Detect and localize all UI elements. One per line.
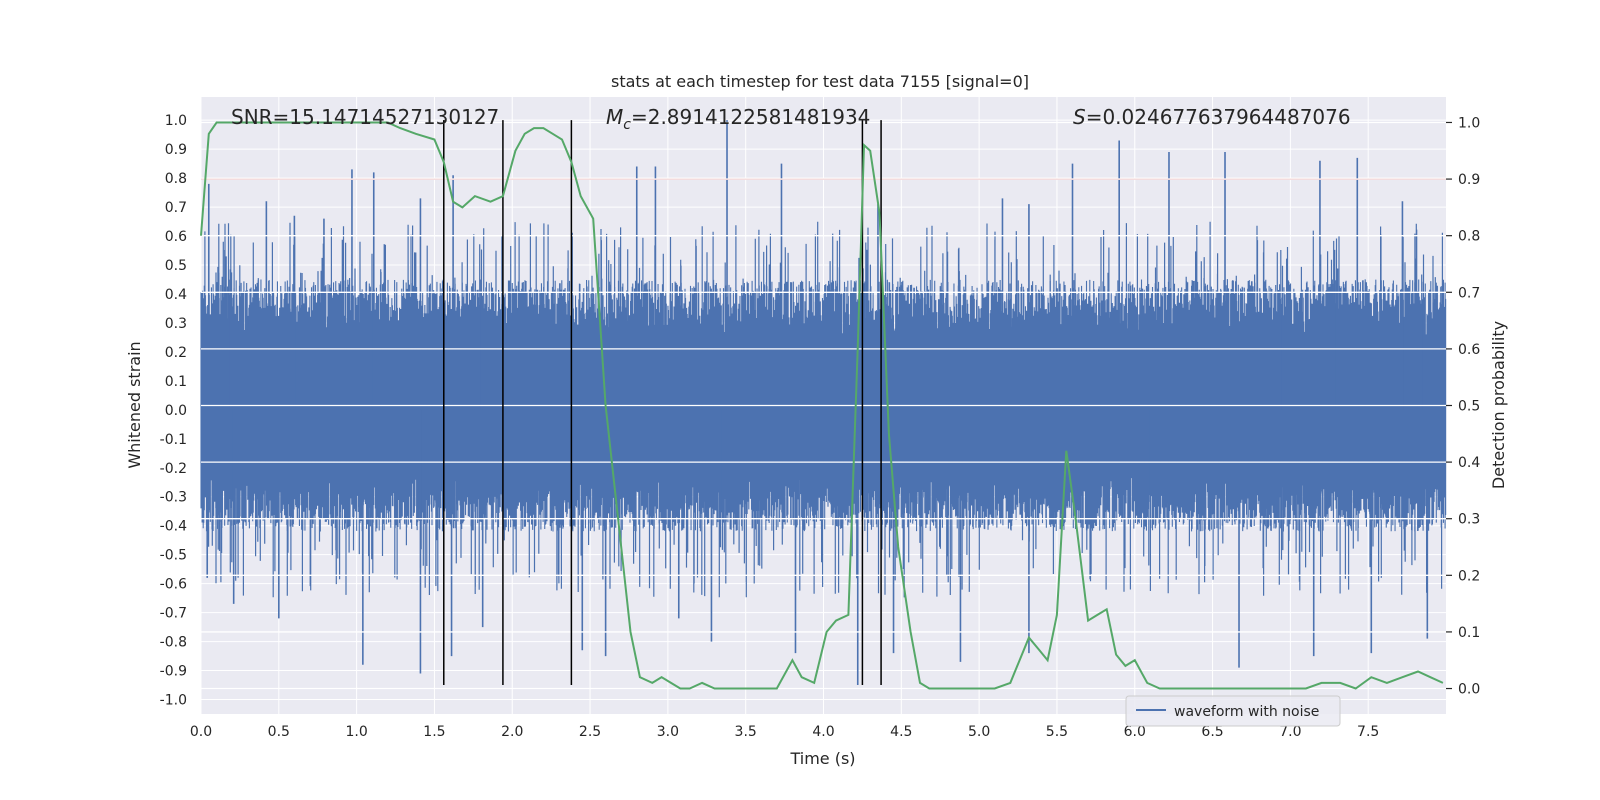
legend: waveform with noise <box>1125 695 1341 727</box>
x-tick-label-6.0: 6.0 <box>1124 724 1146 740</box>
x-tick-label-0.0: 0.0 <box>190 724 212 740</box>
y-right-axis-label: Detection probability <box>1489 321 1508 489</box>
x-tick-label-1.0: 1.0 <box>345 724 367 740</box>
y-right-tick-label-0.6: 0.6 <box>1458 342 1480 358</box>
x-tick-label-6.5: 6.5 <box>1201 724 1223 740</box>
y-right-tick-label-0.0: 0.0 <box>1458 682 1480 698</box>
y-left-tick-label--0.5: -0.5 <box>160 548 187 564</box>
y-left-tick-label-0.2: 0.2 <box>165 345 187 361</box>
x-tick-label-3.0: 3.0 <box>657 724 679 740</box>
y-left-tick-label-0.4: 0.4 <box>165 287 187 303</box>
y-left-tick-label-0.6: 0.6 <box>165 229 187 245</box>
x-tick-label-0.5: 0.5 <box>268 724 290 740</box>
s-value: =0.024677637964487076 <box>1086 105 1351 129</box>
y-right-tick-label-0.4: 0.4 <box>1458 455 1480 471</box>
y-left-tick-label-0.3: 0.3 <box>165 316 187 332</box>
x-tick-label-7.0: 7.0 <box>1279 724 1301 740</box>
chart-title: stats at each timestep for test data 715… <box>611 72 1029 91</box>
y-left-tick-label--0.4: -0.4 <box>160 519 187 535</box>
x-axis-label: Time (s) <box>789 749 855 768</box>
x-tick-label-2.0: 2.0 <box>501 724 523 740</box>
s-annotation: S=0.024677637964487076 <box>1073 105 1351 129</box>
x-axis-ticks: 0.0 0.5 1.0 1.5 2.0 2.5 3.0 3.5 4.0 4.5 5.0 5.5 6.0 6… <box>190 724 1379 740</box>
x-tick-label-4.0: 4.0 <box>812 724 834 740</box>
snr-annotation: SNR=15.14714527130127 <box>231 105 499 129</box>
y-left-tick-label--0.8: -0.8 <box>160 635 187 651</box>
y-left-tick-label-0.1: 0.1 <box>165 374 187 390</box>
y-right-tick-label-0.9: 0.9 <box>1458 172 1480 188</box>
y-right-tick-label-0.8: 0.8 <box>1458 229 1480 245</box>
y-right-tick-label-0.7: 0.7 <box>1458 285 1480 301</box>
y-right-tick-label-0.2: 0.2 <box>1458 568 1480 584</box>
chirp-mass-subscript: c <box>623 117 631 133</box>
y-right-axis-ticks: 1.0 0.9 0.8 0.7 0.6 0.5 0.4 0.3 0.2 0.1 0.0 <box>1446 115 1480 698</box>
y-left-tick-label--0.2: -0.2 <box>160 461 187 477</box>
x-tick-label-2.5: 2.5 <box>579 724 601 740</box>
x-tick-label-1.5: 1.5 <box>423 724 445 740</box>
y-left-tick-label-0.5: 0.5 <box>165 258 187 274</box>
legend-label-waveform: waveform with noise <box>1174 704 1319 720</box>
y-left-tick-label--0.7: -0.7 <box>160 606 187 622</box>
y-left-tick-label--0.9: -0.9 <box>160 664 187 680</box>
waveform-noise-spikes-bg <box>204 221 1443 598</box>
s-symbol: S <box>1073 105 1086 129</box>
y-right-tick-label-0.1: 0.1 <box>1458 625 1480 641</box>
y-left-tick-label-1.0: 1.0 <box>165 113 187 129</box>
y-right-tick-label-0.3: 0.3 <box>1458 512 1480 528</box>
detection-probability-line <box>200 121 1444 690</box>
legend-box <box>1125 695 1341 727</box>
grid-right-axis <box>201 121 1446 690</box>
y-left-tick-label-0.8: 0.8 <box>165 171 187 187</box>
y-right-tick-label-1.0: 1.0 <box>1458 115 1480 131</box>
y-left-tick-label--1.0: -1.0 <box>160 693 187 709</box>
y-left-tick-label--0.1: -0.1 <box>160 432 187 448</box>
x-tick-label-4.5: 4.5 <box>890 724 912 740</box>
y-right-tick-label-0.5: 0.5 <box>1458 399 1480 415</box>
x-tick-label-5.0: 5.0 <box>968 724 990 740</box>
x-tick-label-5.5: 5.5 <box>1046 724 1068 740</box>
x-tick-label-3.5: 3.5 <box>735 724 757 740</box>
chirp-mass-annotation: Mc=2.8914122581481934 <box>606 105 870 133</box>
x-tick-label-7.5: 7.5 <box>1357 724 1379 740</box>
y-left-tick-label-0.0: 0.0 <box>165 403 187 419</box>
y-left-tick-label--0.6: -0.6 <box>160 577 187 593</box>
chirp-mass-symbol: M <box>606 105 623 129</box>
chirp-mass-value: =2.8914122581481934 <box>631 105 870 129</box>
y-left-tick-label-0.9: 0.9 <box>165 142 187 158</box>
y-left-tick-label--0.3: -0.3 <box>160 490 187 506</box>
y-left-axis-ticks: 1.0 0.9 0.8 0.7 0.6 0.5 0.4 0.3 0.2 0.1 0.0 -0.1 -0.… <box>160 113 187 708</box>
y-left-tick-label-0.7: 0.7 <box>165 200 187 216</box>
y-left-axis-label: Whitened strain <box>125 341 144 468</box>
